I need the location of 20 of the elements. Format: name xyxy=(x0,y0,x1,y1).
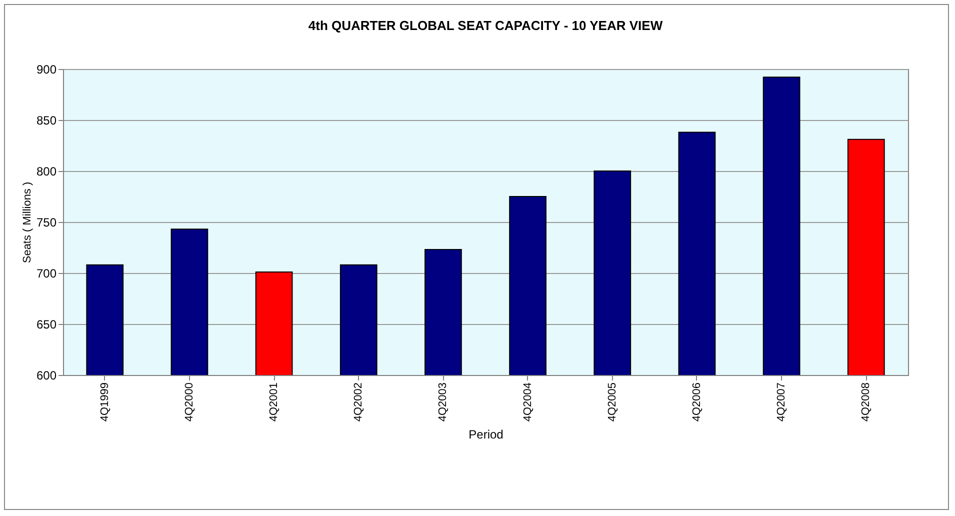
y-tick-label: 600 xyxy=(36,368,57,382)
x-axis-title: Period xyxy=(468,428,504,442)
x-tick-label: 4Q2008 xyxy=(860,382,872,422)
x-tick-label: 4Q2001 xyxy=(268,382,280,422)
x-tick-label: 4Q2004 xyxy=(522,382,534,422)
y-tick-label: 800 xyxy=(36,164,57,178)
y-tick-label: 700 xyxy=(36,266,57,280)
x-tick-label: 4Q2000 xyxy=(183,382,196,422)
y-tick-label: 750 xyxy=(36,216,57,230)
x-tick-label: 4Q2007 xyxy=(776,382,788,422)
y-tick-label: 650 xyxy=(36,318,57,332)
x-tick-label: 4Q2006 xyxy=(690,382,703,422)
chart-title: 4th QUARTER GLOBAL SEAT CAPACITY - 10 YEAR VIEW xyxy=(308,18,664,33)
y-axis-title: Seats ( Millions ) xyxy=(21,182,34,264)
y-tick-label: 850 xyxy=(36,114,57,128)
y-tick-label: 900 xyxy=(36,62,57,76)
x-tick-label: 4Q2005 xyxy=(606,382,618,422)
x-tick-label: 4Q2003 xyxy=(437,382,450,422)
x-tick-label: 4Q1999 xyxy=(98,382,111,422)
x-tick-label: 4Q2002 xyxy=(352,382,365,422)
